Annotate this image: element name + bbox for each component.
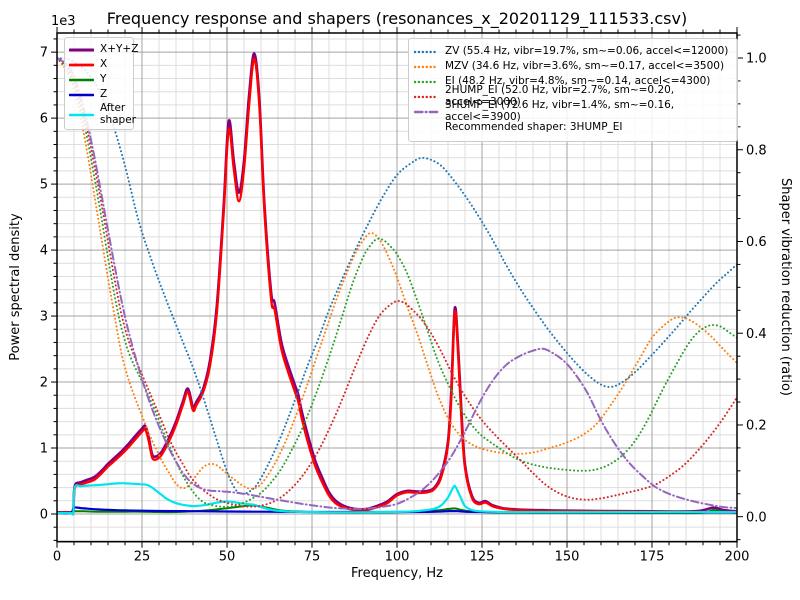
curve-ei bbox=[57, 56, 737, 508]
legend-label-x: X bbox=[100, 57, 108, 70]
x-axis-title: Frequency, Hz bbox=[350, 566, 444, 581]
svg-text:100: 100 bbox=[385, 550, 410, 565]
legend-label-ei: EI (48.2 Hz, vibr=4.8%, sm~=0.14, accel<… bbox=[445, 74, 711, 87]
legend-label-2hump-ei: 2HUMP_EI (52.0 Hz, vibr=2.7%, sm~=0.20, … bbox=[445, 84, 675, 109]
curve-2hump-ei bbox=[57, 56, 737, 508]
legend-label-z: Z bbox=[100, 87, 108, 100]
y-right-axis-title: Shaper vibration reduction (ratio) bbox=[778, 178, 793, 396]
legend-item-y: Y bbox=[68, 71, 133, 86]
svg-text:4: 4 bbox=[40, 244, 48, 259]
svg-text:25: 25 bbox=[134, 550, 151, 565]
legend-item-recommended: Recommended shaper: 3HUMP_EI bbox=[414, 119, 737, 134]
svg-text:5: 5 bbox=[40, 178, 48, 193]
after-shaper-line-swatch bbox=[68, 107, 95, 121]
legend-item-2hump-ei: 2HUMP_EI (52.0 Hz, vibr=2.7%, sm~=0.20, … bbox=[413, 84, 737, 108]
3hump-ei-line-swatch bbox=[413, 104, 440, 118]
svg-text:0.6: 0.6 bbox=[746, 235, 767, 250]
legend-label-3hump-ei: 3HUMP_EI (72.6 Hz, vibr=1.4%, sm~=0.16, … bbox=[445, 99, 675, 124]
svg-text:75: 75 bbox=[304, 550, 321, 565]
legend-item-3hump-ei: 3HUMP_EI (72.6 Hz, vibr=1.4%, sm~=0.16, … bbox=[413, 99, 737, 123]
svg-text:0.4: 0.4 bbox=[746, 327, 767, 342]
shapers-legend: ZV (55.4 Hz, vibr=19.7%, sm~=0.06, accel… bbox=[408, 38, 738, 142]
legend-item-x: X bbox=[68, 56, 133, 71]
svg-text:50: 50 bbox=[219, 550, 236, 565]
chart-title: Frequency response and shapers (resonanc… bbox=[106, 9, 688, 28]
y-line-swatch bbox=[68, 72, 95, 86]
svg-text:7: 7 bbox=[40, 46, 48, 61]
svg-text:0.0: 0.0 bbox=[746, 510, 767, 525]
legend-label-mzv: MZV (34.6 Hz, vibr=3.6%, sm~=0.17, accel… bbox=[445, 59, 725, 72]
plot-grid bbox=[56, 33, 738, 542]
svg-text:200: 200 bbox=[725, 550, 750, 565]
curve-after-shaper bbox=[57, 482, 737, 516]
xyz-line-swatch bbox=[68, 42, 95, 56]
svg-text:2: 2 bbox=[40, 376, 48, 391]
svg-text:0: 0 bbox=[53, 550, 61, 565]
legend-item-mzv: MZV (34.6 Hz, vibr=3.6%, sm~=0.17, accel… bbox=[413, 58, 737, 73]
svg-text:0: 0 bbox=[40, 508, 48, 523]
zv-line-swatch bbox=[413, 44, 440, 58]
svg-text:1: 1 bbox=[40, 442, 48, 457]
y-left-offset-label: 1e3 bbox=[51, 14, 76, 29]
2hump-ei-line-swatch bbox=[413, 89, 440, 103]
mzv-line-swatch bbox=[413, 59, 440, 73]
svg-text:125: 125 bbox=[470, 550, 495, 565]
plot-spines bbox=[56, 32, 738, 543]
svg-text:150: 150 bbox=[555, 550, 580, 565]
svg-text:0.2: 0.2 bbox=[746, 419, 767, 434]
legend-item-zv: ZV (55.4 Hz, vibr=19.7%, sm~=0.06, accel… bbox=[413, 43, 737, 58]
ei-line-swatch bbox=[413, 74, 440, 88]
legend-label-after-shaper: After shaper bbox=[100, 102, 137, 126]
recommended-shaper-note: Recommended shaper: 3HUMP_EI bbox=[445, 120, 623, 133]
curve-zv bbox=[57, 56, 737, 495]
curve-3hump-ei bbox=[57, 56, 737, 510]
plot-curves bbox=[57, 52, 737, 516]
curve-mzv bbox=[57, 56, 737, 490]
svg-text:175: 175 bbox=[640, 550, 665, 565]
curve-x bbox=[57, 57, 737, 516]
z-line-swatch bbox=[68, 87, 95, 101]
axis-tick-labels: 0 25 50 75 100 125 150 175 200 0 1 2 3 4 5 6 7 0.0 0.2 0.4 0… bbox=[40, 46, 767, 565]
legend-label-zv: ZV (55.4 Hz, vibr=19.7%, sm~=0.06, accel… bbox=[445, 44, 729, 57]
y-left-axis-title: Power spectral density bbox=[8, 213, 23, 361]
svg-text:0.8: 0.8 bbox=[746, 143, 767, 158]
legend-item-ei: EI (48.2 Hz, vibr=4.8%, sm~=0.14, accel<… bbox=[413, 73, 737, 88]
svg-text:3: 3 bbox=[40, 310, 48, 325]
svg-text:1.0: 1.0 bbox=[746, 52, 767, 67]
psd-legend: X+Y+Z X Y Z After shaper bbox=[64, 37, 138, 130]
svg-text:6: 6 bbox=[40, 112, 48, 127]
legend-label-xyz: X+Y+Z bbox=[100, 42, 139, 55]
legend-label-y: Y bbox=[100, 72, 107, 85]
legend-item-z: Z bbox=[68, 86, 133, 101]
recommended-empty-swatch bbox=[414, 120, 439, 134]
legend-item-xyz: X+Y+Z bbox=[68, 41, 138, 56]
x-line-swatch bbox=[68, 57, 95, 71]
legend-item-after-shaper: After shaper bbox=[68, 101, 137, 127]
